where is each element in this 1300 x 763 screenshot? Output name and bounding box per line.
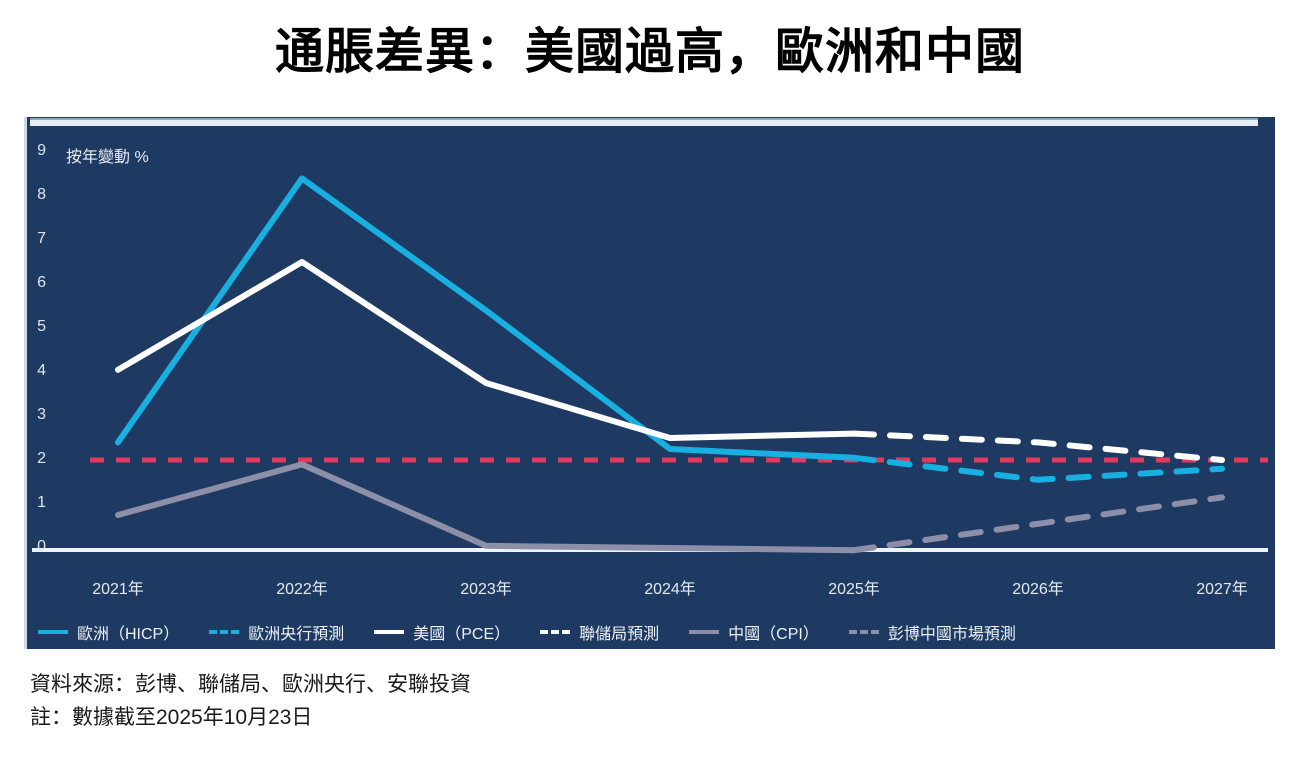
- series-line-fed_forecast: [851, 430, 1225, 463]
- y-axis-tick-8: 8: [37, 186, 46, 203]
- x-axis-tick-2021年: 2021年: [92, 581, 144, 598]
- legend-label-bloomberg-china-forecast: 彭博中國市場預測: [887, 626, 1016, 643]
- legend-label-us-pce: 美國（PCE）: [413, 626, 511, 643]
- series-line-us_pce: [115, 259, 857, 441]
- series-line-europe_hicp: [115, 175, 857, 461]
- legend-swatch-us-pce-icon: [374, 630, 405, 634]
- legend-item-bloomberg-china-forecast[interactable]: 彭博中國市場預測: [848, 620, 1016, 644]
- x-axis-tick-2027年: 2027年: [1196, 581, 1248, 598]
- legend-swatch-bloomberg-china-forecast-icon: [848, 630, 879, 634]
- series-line-china_cpi: [115, 461, 857, 554]
- y-axis-tick-1: 1: [37, 494, 46, 511]
- x-axis-tick-2022年: 2022年: [276, 581, 328, 598]
- source-line: 資料來源：彭博、聯儲局、歐洲央行、安聯投資: [30, 673, 471, 696]
- series-line-ecb_forecast: [851, 454, 1225, 483]
- legend-item-fed-forecast[interactable]: 聯儲局預測: [540, 620, 659, 644]
- chart-plot-area: [24, 117, 1275, 649]
- note-line: 註：數據截至2025年10月23日: [30, 706, 313, 729]
- legend-item-europe-hicp[interactable]: 歐洲（HICP）: [38, 620, 179, 644]
- legend-swatch-ecb-forecast-icon: [209, 630, 240, 634]
- y-axis-tick-2: 2: [37, 450, 46, 467]
- page-title: 通脹差異：美國過高，歐洲和中國: [274, 25, 1025, 79]
- legend-item-ecb-forecast[interactable]: 歐洲央行預測: [209, 620, 344, 644]
- legend-label-europe-hicp: 歐洲（HICP）: [77, 626, 180, 643]
- y-axis-tick-4: 4: [37, 362, 46, 379]
- legend-item-china-cpi[interactable]: 中國（CPI）: [689, 620, 819, 644]
- series-line-bloomberg_china_forecast: [851, 494, 1225, 554]
- x-axis-tick-2026年: 2026年: [1012, 581, 1064, 598]
- chart-footnote: 資料來源：彭博、聯儲局、歐洲央行、安聯投資 註：數據截至2025年10月23日: [30, 668, 471, 734]
- y-axis-tick-6: 6: [37, 274, 46, 291]
- y-axis-tick-7: 7: [37, 230, 46, 247]
- chart-panel-top-bar: [30, 118, 1258, 126]
- y-axis-tick-3: 3: [37, 406, 46, 423]
- x-axis-tick-2023年: 2023年: [460, 581, 512, 598]
- chart-panel-left-edge: [24, 117, 27, 649]
- y-axis-unit-label: 按年變動 %: [66, 149, 149, 166]
- x-axis-tick-2025年: 2025年: [828, 581, 880, 598]
- legend-swatch-china-cpi-icon: [689, 630, 720, 634]
- legend-swatch-europe-hicp-icon: [38, 630, 68, 634]
- y-axis-tick-0: 0: [37, 538, 46, 555]
- legend-label-ecb-forecast: 歐洲央行預測: [248, 626, 345, 643]
- legend-item-us-pce[interactable]: 美國（PCE）: [374, 620, 510, 644]
- legend-label-fed-forecast: 聯儲局預測: [579, 626, 660, 643]
- line-chart-svg: [32, 175, 1268, 554]
- chart-legend: 歐洲（HICP） 歐洲央行預測 美國（PCE） 聯儲局預測 中國（CPI） 彭博中國市場預…: [24, 615, 1275, 649]
- x-axis-tick-2024年: 2024年: [644, 581, 696, 598]
- legend-swatch-fed-forecast-icon: [540, 630, 571, 634]
- legend-label-china-cpi: 中國（CPI）: [728, 626, 819, 643]
- chart-panel: [24, 117, 1275, 649]
- y-axis-tick-9: 9: [37, 142, 46, 159]
- y-axis-tick-5: 5: [37, 318, 46, 335]
